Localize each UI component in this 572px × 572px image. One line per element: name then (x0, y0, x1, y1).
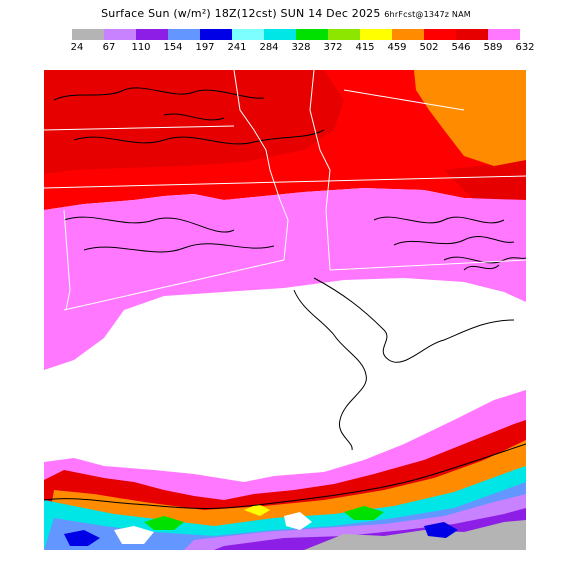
legend-swatch (168, 29, 200, 40)
legend-swatch (488, 29, 520, 40)
legend-ticks: 24 67 110 154 197 241 284 328 372 415 459 502 546 589… (0, 42, 572, 56)
pink-zone (44, 188, 526, 370)
legend-tick-label: 241 (227, 42, 247, 53)
orange-zone-east (444, 110, 526, 166)
legend-tick-label: 24 (70, 42, 84, 53)
white-zone-contour (293, 289, 367, 451)
legend-tick-label: 546 (451, 42, 471, 53)
legend-swatch (232, 29, 264, 40)
title-main: Surface Sun (w/m²) 18Z(12cst) SUN 14 Dec… (101, 7, 381, 20)
legend-tick-label: 110 (131, 42, 151, 53)
legend-tick-label: 67 (102, 42, 116, 53)
map-svg (44, 70, 526, 550)
legend-tick-label: 284 (259, 42, 279, 53)
legend-swatch (72, 29, 104, 40)
legend-tick-label: 328 (291, 42, 311, 53)
south-radiation (44, 390, 526, 550)
legend-swatch (264, 29, 296, 40)
legend-swatch (104, 29, 136, 40)
legend-swatch (296, 29, 328, 40)
legend-swatch (424, 29, 456, 40)
radiation-map (44, 70, 526, 550)
legend-tick-label: 502 (419, 42, 439, 53)
legend-swatch (200, 29, 232, 40)
legend-tick-label: 459 (387, 42, 407, 53)
legend-tick-label: 154 (163, 42, 183, 53)
legend-tick-label: 589 (483, 42, 503, 53)
legend-swatch (360, 29, 392, 40)
coastline (44, 443, 526, 510)
legend-tick-label: 197 (195, 42, 215, 53)
legend-tick-label: 372 (323, 42, 343, 53)
legend-swatch (456, 29, 488, 40)
contour-lines (53, 87, 526, 271)
legend-tick-label: 632 (515, 42, 535, 53)
legend-swatch (392, 29, 424, 40)
color-legend (72, 29, 520, 40)
legend-swatch (328, 29, 360, 40)
state-borders (44, 70, 526, 311)
dark-red-patch (44, 70, 344, 174)
chart-title: Surface Sun (w/m²) 18Z(12cst) SUN 14 Dec… (0, 7, 572, 20)
white-zone-boundary (313, 277, 515, 363)
legend-swatch (136, 29, 168, 40)
legend-tick-label: 415 (355, 42, 375, 53)
forecast-label: 6hrFcst@1347z NAM (384, 10, 471, 19)
